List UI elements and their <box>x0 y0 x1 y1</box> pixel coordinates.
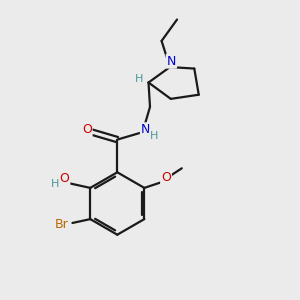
Text: O: O <box>161 171 171 184</box>
Text: N: N <box>167 55 176 68</box>
Text: O: O <box>59 172 69 185</box>
Text: O: O <box>82 123 92 136</box>
Text: H: H <box>51 179 60 189</box>
Text: Br: Br <box>55 218 68 231</box>
Text: H: H <box>150 131 158 141</box>
Text: H: H <box>135 74 143 84</box>
Text: N: N <box>141 123 150 136</box>
